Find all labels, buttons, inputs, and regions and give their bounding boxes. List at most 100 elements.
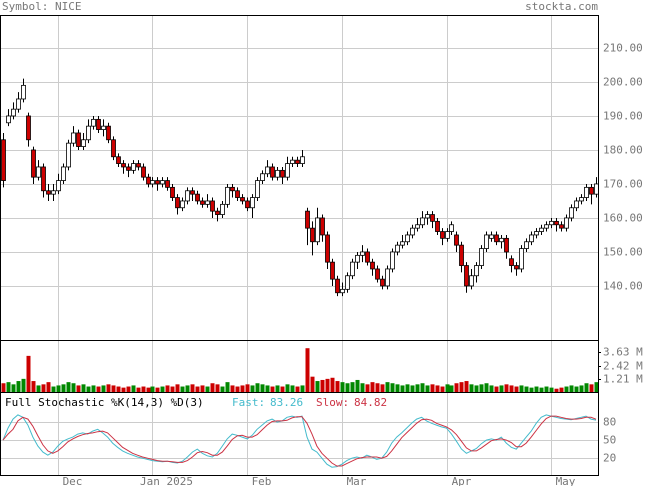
candle-body xyxy=(425,214,430,219)
volume-bar xyxy=(6,382,11,392)
candle-body xyxy=(91,118,96,127)
volume-bar xyxy=(400,385,405,392)
volume-bar xyxy=(116,386,121,392)
volume-bar xyxy=(66,382,71,392)
volume-bar xyxy=(250,385,255,392)
candle-body xyxy=(131,163,136,171)
volume-bar xyxy=(464,381,469,392)
candle-body xyxy=(210,200,215,212)
candle-body xyxy=(435,220,440,232)
volume-bar xyxy=(305,348,310,392)
candle-body xyxy=(260,173,265,181)
y-tick-label: 160.00 xyxy=(603,212,643,225)
candle-body xyxy=(56,180,61,192)
candle-body xyxy=(265,166,270,175)
x-tick-label: Feb xyxy=(252,475,272,486)
volume-bar xyxy=(375,383,380,392)
volume-bar xyxy=(31,381,36,392)
y-tick-label: 190.00 xyxy=(603,110,643,123)
y-tick-label: 180.00 xyxy=(603,144,643,157)
candle-body xyxy=(11,108,16,117)
volume-bar xyxy=(36,385,41,392)
volume-bar xyxy=(340,382,345,392)
candle-body xyxy=(390,251,395,270)
y-tick-label: 3.63 M xyxy=(603,346,643,359)
volume-bar xyxy=(430,384,435,392)
volume-bar xyxy=(56,385,61,392)
volume-bar xyxy=(519,385,524,392)
volume-bar xyxy=(440,386,445,392)
candle-body xyxy=(295,159,300,164)
volume-bar xyxy=(265,385,270,392)
volume-bar xyxy=(325,378,330,392)
y-tick-label: 150.00 xyxy=(603,246,643,259)
volume-bar xyxy=(225,382,230,392)
candle-body xyxy=(235,190,240,198)
volume-bar xyxy=(91,385,96,392)
volume-bar xyxy=(146,387,151,392)
candle-body xyxy=(160,180,165,185)
candle-body xyxy=(6,115,11,124)
x-tick-label: Mar xyxy=(347,475,367,486)
volume-bar xyxy=(126,386,131,392)
y-tick-label: 2.42 M xyxy=(603,360,643,373)
candle-body xyxy=(504,237,509,253)
candle-body xyxy=(96,118,101,130)
candle-body xyxy=(255,180,260,198)
volume-bar xyxy=(589,384,594,392)
y-tick-label: 50 xyxy=(603,434,616,447)
candle-body xyxy=(594,183,599,195)
candle-body xyxy=(524,241,529,249)
grid xyxy=(0,15,598,475)
candle-body xyxy=(360,251,365,256)
candle-body xyxy=(549,220,554,226)
candle-body xyxy=(584,186,589,198)
candle-body xyxy=(250,197,255,209)
volume-bar xyxy=(370,382,375,392)
candle-body xyxy=(509,258,514,266)
volume-bar xyxy=(61,384,66,392)
volume-bar xyxy=(539,387,544,392)
candle-body xyxy=(150,180,155,185)
volume-bar xyxy=(380,384,385,392)
volume-bar xyxy=(170,386,175,392)
volume-bar xyxy=(420,383,425,392)
candle-body xyxy=(370,261,375,270)
volume-bar xyxy=(16,381,21,392)
volume-bar xyxy=(385,382,390,392)
volume-bar xyxy=(86,386,91,392)
volume-bar xyxy=(190,384,195,392)
candle-body xyxy=(41,166,46,192)
candle-body xyxy=(305,210,310,229)
volume-bar xyxy=(230,385,235,392)
volume-bar xyxy=(469,384,474,392)
candle-body xyxy=(519,248,524,270)
volume-bar xyxy=(136,387,141,392)
volume-bar xyxy=(300,385,305,392)
candle-body xyxy=(300,156,305,164)
candle-body xyxy=(464,265,469,287)
candle-body xyxy=(26,115,31,141)
candle-body xyxy=(345,275,350,290)
candle-body xyxy=(81,139,86,147)
candle-body xyxy=(16,98,21,110)
volume-bar xyxy=(111,385,116,392)
candle-body xyxy=(220,203,225,215)
volume-bar xyxy=(435,385,440,392)
candle-body xyxy=(21,84,26,100)
y-tick-label: 1.21 M xyxy=(603,373,643,386)
candle-body xyxy=(36,166,41,178)
candle-body xyxy=(494,234,499,243)
candle-body xyxy=(474,265,479,277)
y-tick-label: 80 xyxy=(603,416,616,429)
candle-body xyxy=(564,217,569,229)
candle-body xyxy=(445,231,450,239)
candle-body xyxy=(420,217,425,226)
x-tick-label: Jan 2025 xyxy=(140,475,193,486)
candle-body xyxy=(51,190,56,195)
volume-bar xyxy=(131,385,136,392)
volume-bar xyxy=(155,387,160,392)
x-tick-label: May xyxy=(556,475,576,486)
candle-body xyxy=(205,200,210,205)
